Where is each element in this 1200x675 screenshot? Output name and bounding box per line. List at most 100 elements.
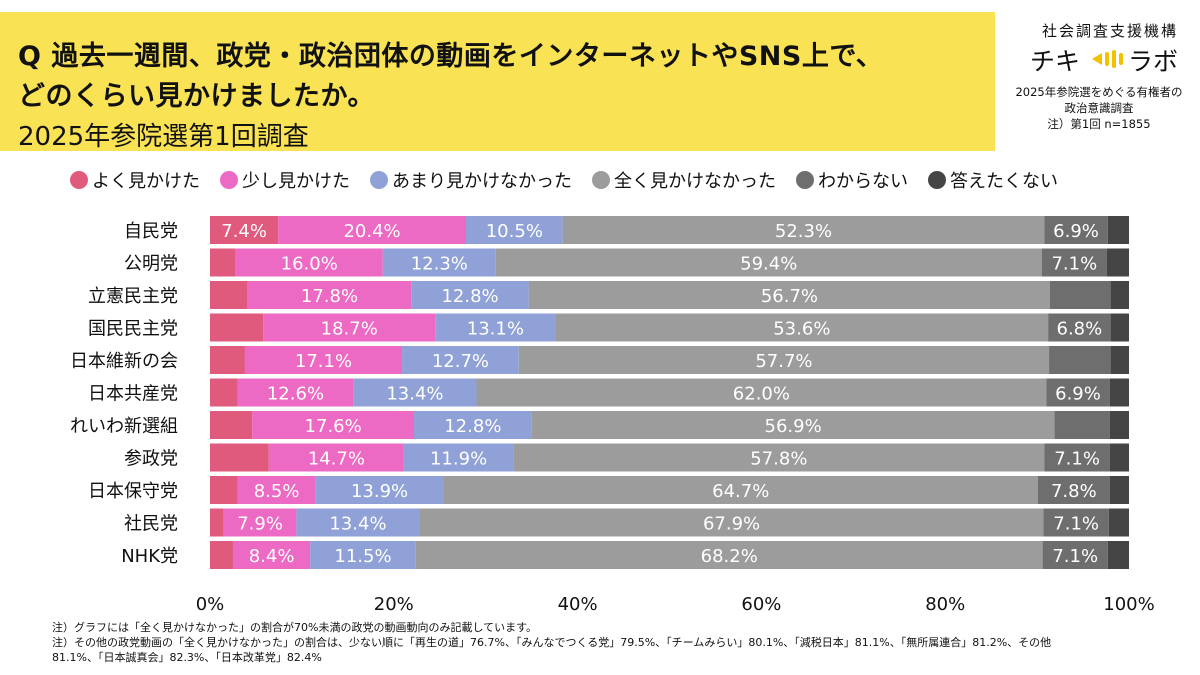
bar-segment xyxy=(210,508,224,537)
x-tick-label: 60% xyxy=(741,594,781,615)
data-label: 7.8% xyxy=(1051,481,1097,502)
logo-text-left: チキ xyxy=(1030,47,1081,76)
bar-segment xyxy=(1106,248,1129,277)
bar-segment xyxy=(419,508,1044,537)
legend-item: 全く見かけなかった xyxy=(592,167,776,193)
chart-title-line-2: どのくらい見かけましたか。 xyxy=(18,81,375,112)
survey-title-line-1: 2025年参院選をめぐる有権者の xyxy=(1015,85,1183,99)
org-name: 社会調査支援機構 xyxy=(1041,22,1178,40)
bar-segment xyxy=(528,281,1050,309)
data-label: 17.1% xyxy=(295,351,352,372)
bar-segment xyxy=(210,248,236,277)
bar-segment xyxy=(310,541,416,569)
survey-title-line-2: 政治意識調査 xyxy=(1064,101,1134,115)
bar-segment xyxy=(263,313,436,342)
data-label: 67.9% xyxy=(703,514,760,535)
bar-segment xyxy=(237,476,316,504)
legend-label: よく見かけた xyxy=(92,171,200,192)
bar-segment xyxy=(1110,313,1129,342)
data-label: 68.2% xyxy=(701,546,758,567)
footnote-2: 注）その他の政党動画の「全く見かけなかった」の割合は、少ない順に「再生の道」76… xyxy=(52,636,1052,649)
footnote-1: 注）グラフには「全く見かけなかった」の割合が70%未満の政党の動画動向のみ記載し… xyxy=(52,621,538,634)
bar-segment xyxy=(518,346,1050,374)
bar-segment xyxy=(1110,346,1129,374)
bar-segment xyxy=(237,378,354,407)
data-label: 56.7% xyxy=(761,286,818,307)
category-label: 参政党 xyxy=(124,449,178,470)
bar-segment xyxy=(247,281,412,309)
data-label: 13.1% xyxy=(467,319,524,340)
legend-label: あまり見かけなかった xyxy=(392,171,572,192)
bar-segment xyxy=(210,313,264,342)
data-label: 17.6% xyxy=(305,416,362,437)
brand-logo: チキ ラボ xyxy=(1024,42,1196,76)
bar-segment xyxy=(210,378,238,407)
x-tick-label: 0% xyxy=(196,594,225,615)
legend-swatch xyxy=(796,171,814,189)
bar-segment xyxy=(296,508,420,537)
legend-label: 全く見かけなかった xyxy=(614,171,776,192)
title-banner: Q 過去一週間、政党・政治団体の動画をインターネットやSNS上で、 どのくらい見… xyxy=(0,12,995,152)
legend-item: よく見かけた xyxy=(70,167,200,193)
data-label: 7.1% xyxy=(1052,546,1098,567)
category-label: れいわ新選組 xyxy=(70,416,178,437)
data-label: 57.8% xyxy=(750,449,807,470)
bar-segment xyxy=(1048,313,1111,342)
category-label: 日本維新の会 xyxy=(70,351,178,372)
data-label: 8.4% xyxy=(249,546,295,567)
legend-item: 答えたくない xyxy=(928,167,1058,193)
bar-segment xyxy=(244,346,403,374)
data-label: 64.7% xyxy=(712,481,769,502)
data-label: 52.3% xyxy=(775,221,832,242)
bar-segment xyxy=(1043,508,1109,537)
data-label: 14.7% xyxy=(308,449,365,470)
legend-item: あまり見かけなかった xyxy=(370,167,572,193)
survey-info: 2025年参院選をめぐる有権者の 政治意識調査 注）第1回 n=1855 xyxy=(1000,84,1198,132)
data-label: 12.8% xyxy=(444,416,501,437)
chart-title-line-1: Q 過去一週間、政党・政治団体の動画をインターネットやSNS上で、 xyxy=(18,41,884,72)
bar-segment xyxy=(402,346,519,374)
bar-segment xyxy=(443,476,1039,504)
data-label: 16.0% xyxy=(281,254,338,275)
legend-label: わからない xyxy=(818,171,908,192)
bar-segment xyxy=(415,541,1043,569)
data-label: 7.1% xyxy=(1054,449,1100,470)
data-label: 56.9% xyxy=(765,416,822,437)
legend-item: わからない xyxy=(796,167,908,193)
bar-segment xyxy=(476,378,1047,407)
legend-label: 少し見かけた xyxy=(242,171,350,192)
bar-segment xyxy=(495,248,1042,277)
data-label: 13.4% xyxy=(329,514,386,535)
legend-swatch xyxy=(592,171,610,189)
bar-segment xyxy=(562,216,1045,244)
bar-segment xyxy=(210,541,233,569)
data-label: 17.8% xyxy=(301,286,358,307)
category-label: 公明党 xyxy=(124,254,178,275)
bar-segment xyxy=(1109,443,1129,472)
data-label: 12.3% xyxy=(411,254,468,275)
bar-segment xyxy=(223,508,297,537)
bar-segment xyxy=(252,411,415,439)
bar-segment xyxy=(210,281,248,309)
logo-text-right: ラボ xyxy=(1128,47,1179,76)
bar-segment xyxy=(210,346,245,374)
bar-segment xyxy=(382,248,496,277)
bar-segment xyxy=(232,541,311,569)
data-label: 13.4% xyxy=(386,384,443,405)
bar-segment xyxy=(1107,541,1129,569)
legend-swatch xyxy=(928,171,946,189)
bar-segment xyxy=(1054,411,1110,439)
data-label: 7.9% xyxy=(237,514,283,535)
x-tick-label: 40% xyxy=(558,594,598,615)
bar-segment xyxy=(403,443,514,472)
data-label: 12.8% xyxy=(441,286,498,307)
bar-segment xyxy=(1110,281,1129,309)
legend-label: 答えたくない xyxy=(950,171,1058,192)
bar-segment xyxy=(1042,541,1108,569)
bar-segment xyxy=(1044,216,1108,244)
bar-segment xyxy=(513,443,1045,472)
data-label: 57.7% xyxy=(755,351,812,372)
data-label: 12.7% xyxy=(432,351,489,372)
legend-swatch xyxy=(370,171,388,189)
data-label: 62.0% xyxy=(733,384,790,405)
